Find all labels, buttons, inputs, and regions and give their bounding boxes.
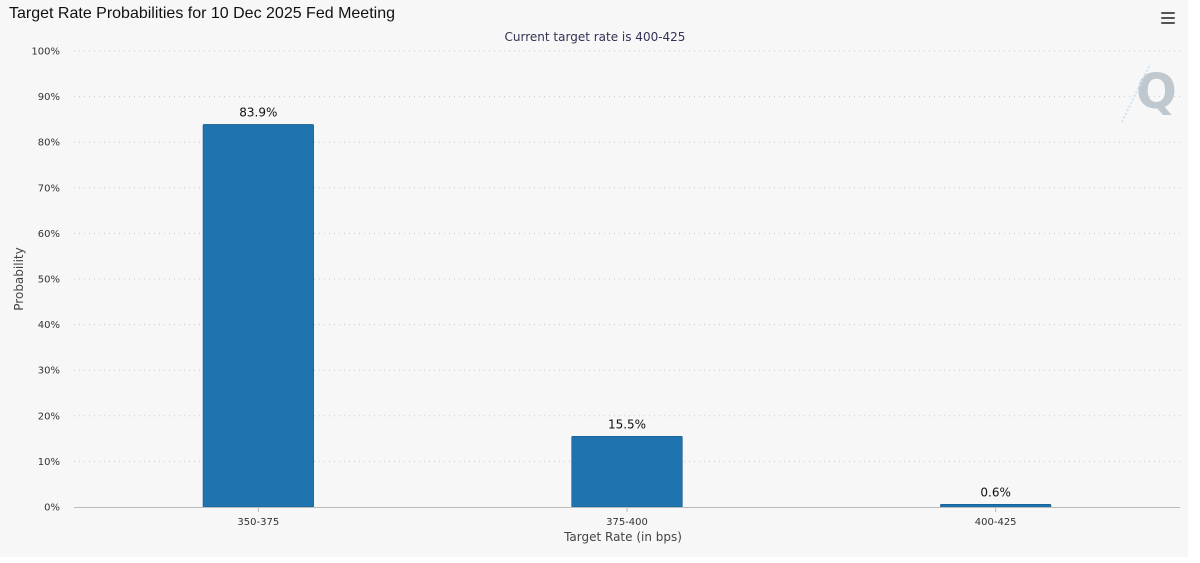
bar-chart: Q 83.9% 15.5% 0.6% 0% 10% 20% 30% 40% 50% 60% 70%… xyxy=(12,30,1180,544)
quikstrike-logo-icon: Q xyxy=(1121,63,1177,123)
y-tick-label: 60% xyxy=(38,229,60,240)
bar-value-label: 0.6% xyxy=(980,485,1011,499)
chart-title: Target Rate Probabilities for 10 Dec 202… xyxy=(9,5,395,22)
y-tick-label: 100% xyxy=(31,47,60,58)
x-tick-label: 400-425 xyxy=(975,517,1017,528)
y-tick-label: 50% xyxy=(38,275,60,286)
bars xyxy=(202,124,1052,508)
y-tick-label: 40% xyxy=(38,320,60,331)
watermark-letter: Q xyxy=(1136,64,1177,120)
bar[interactable] xyxy=(571,436,683,508)
y-tick-label: 0% xyxy=(44,503,60,514)
chart-subtitle: Current target rate is 400-425 xyxy=(505,30,686,44)
y-tick-label: 90% xyxy=(38,92,60,103)
x-axis-label: Target Rate (in bps) xyxy=(563,530,682,544)
bar[interactable] xyxy=(940,503,1052,508)
y-tick-label: 30% xyxy=(38,366,60,377)
bar[interactable] xyxy=(202,124,314,508)
y-tick-label: 20% xyxy=(38,411,60,422)
hamburger-menu-icon[interactable] xyxy=(1156,8,1180,28)
y-axis-ticks: 0% 10% 20% 30% 40% 50% 60% 70% 80% 90% 100% xyxy=(31,47,60,514)
bar-value-label: 15.5% xyxy=(608,417,646,431)
data-labels: 83.9% 15.5% 0.6% xyxy=(239,105,1011,499)
y-axis-label: Probability xyxy=(12,247,26,310)
y-tick-label: 70% xyxy=(38,183,60,194)
bar-value-label: 83.9% xyxy=(239,105,277,119)
x-tick-label: 375-400 xyxy=(606,517,648,528)
x-axis-ticks: 350-375 375-400 400-425 xyxy=(237,507,1017,528)
y-tick-label: 10% xyxy=(38,457,60,468)
x-tick-label: 350-375 xyxy=(237,517,279,528)
y-tick-label: 80% xyxy=(38,138,60,149)
